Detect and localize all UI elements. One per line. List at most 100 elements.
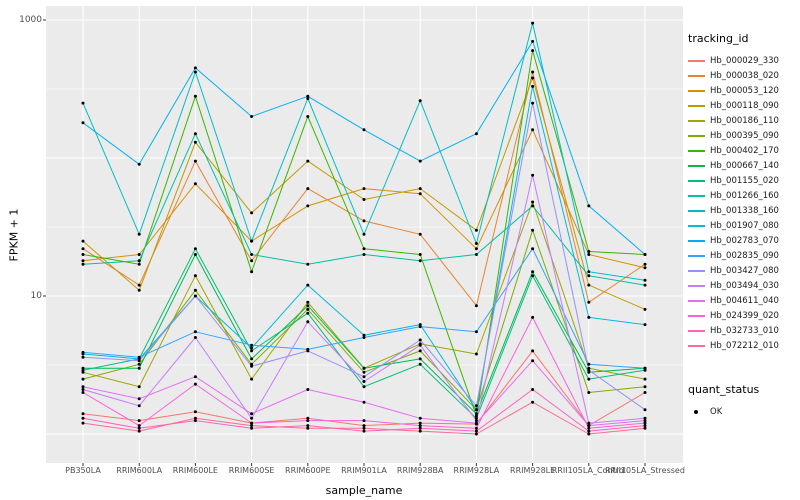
data-point	[531, 21, 535, 25]
data-point	[362, 370, 366, 374]
data-point	[250, 343, 254, 347]
legend-key-line-icon	[688, 344, 705, 347]
data-point	[81, 101, 85, 105]
legend-entry: Hb_000186_110	[688, 113, 800, 128]
data-point	[81, 388, 85, 391]
legend-label: Hb_000053_120	[710, 85, 779, 96]
data-point	[81, 355, 85, 359]
data-point	[587, 370, 591, 374]
data-point	[81, 377, 85, 381]
data-point	[250, 349, 254, 353]
legend-entry: Hb_000667_140	[688, 158, 800, 173]
legend-entry: Hb_002835_090	[688, 248, 800, 263]
data-point	[362, 375, 366, 379]
data-point	[250, 421, 254, 425]
data-point	[474, 429, 478, 433]
data-point	[250, 259, 254, 263]
data-point	[193, 140, 197, 144]
data-point	[474, 352, 478, 356]
data-point	[306, 320, 310, 324]
data-point	[531, 76, 535, 80]
x-tick-label: RRIM928LA	[453, 466, 500, 475]
data-point	[306, 115, 310, 118]
legend-key-line-icon	[688, 59, 705, 62]
data-point	[418, 426, 422, 430]
legend-entries-quant-status: OK	[688, 404, 800, 419]
x-tick-label: RRIM928BA	[396, 466, 444, 475]
legend-label: Hb_000402_170	[710, 145, 779, 156]
data-point	[418, 362, 422, 366]
data-point	[587, 421, 591, 425]
data-point	[306, 307, 310, 311]
data-point	[418, 187, 422, 191]
data-point	[362, 333, 366, 337]
legend-key-line-icon	[688, 89, 705, 92]
data-point	[81, 121, 85, 125]
data-point	[250, 211, 254, 215]
data-point	[418, 253, 422, 256]
legend-key-line-icon	[688, 254, 705, 257]
x-tick-label: RRIM600LE	[172, 466, 218, 475]
data-point	[81, 416, 85, 420]
legend-label: Hb_024399_020	[710, 310, 779, 321]
data-point	[137, 262, 141, 266]
data-point	[306, 97, 310, 100]
data-point	[193, 416, 197, 420]
data-point	[306, 300, 310, 304]
data-point	[531, 39, 535, 43]
data-point	[587, 274, 591, 278]
y-tick-label: 10	[30, 291, 42, 301]
data-point	[137, 362, 141, 366]
data-point	[362, 247, 366, 251]
data-point	[362, 424, 366, 428]
data-point	[587, 283, 591, 287]
data-point	[531, 228, 535, 232]
x-tick-label: RRII105LA_Stressed	[605, 466, 685, 475]
legend-entry: Hb_001907_080	[688, 218, 800, 233]
data-point	[250, 424, 254, 428]
data-point	[418, 159, 422, 163]
data-point	[474, 253, 478, 256]
data-point	[531, 49, 535, 53]
data-point	[418, 232, 422, 236]
legend-label: Hb_004611_040	[710, 295, 779, 306]
data-point	[362, 187, 366, 191]
data-point	[643, 366, 647, 370]
data-point	[81, 421, 85, 425]
data-point	[137, 162, 141, 166]
x-axis-tick-labels: PB350LA RRIM600LA RRIM600LE RRIM600SE RRIM60…	[0, 466, 800, 478]
data-point	[418, 349, 422, 353]
data-point	[250, 357, 254, 361]
data-point	[137, 288, 141, 292]
legend-key-line-icon	[688, 269, 705, 272]
legend-entry: Hb_000395_090	[688, 128, 800, 143]
data-point	[587, 377, 591, 381]
data-point	[306, 187, 310, 191]
data-point	[81, 350, 85, 354]
legend-entry: Hb_004611_040	[688, 293, 800, 308]
legend-key-line-icon	[688, 164, 705, 167]
data-point	[643, 283, 647, 287]
data-point	[531, 200, 535, 204]
data-point	[474, 247, 478, 251]
data-point	[81, 412, 85, 416]
data-point	[418, 325, 422, 329]
legend-label: Hb_072212_010	[710, 340, 779, 351]
data-point	[643, 385, 647, 389]
legend-label: Hb_001338_160	[710, 205, 779, 216]
data-point	[306, 311, 310, 315]
data-point	[81, 253, 85, 256]
data-point	[587, 204, 591, 208]
data-point	[193, 410, 197, 414]
x-tick-label: RRIM600LA	[116, 466, 163, 475]
legend-key-line-icon	[688, 284, 705, 287]
data-point	[306, 283, 310, 287]
data-point	[587, 432, 591, 436]
data-point	[193, 274, 197, 278]
data-point	[137, 253, 141, 256]
data-point	[362, 400, 366, 404]
data-point	[362, 419, 366, 423]
data-point	[193, 382, 197, 386]
legend-label: Hb_000667_140	[710, 160, 779, 171]
